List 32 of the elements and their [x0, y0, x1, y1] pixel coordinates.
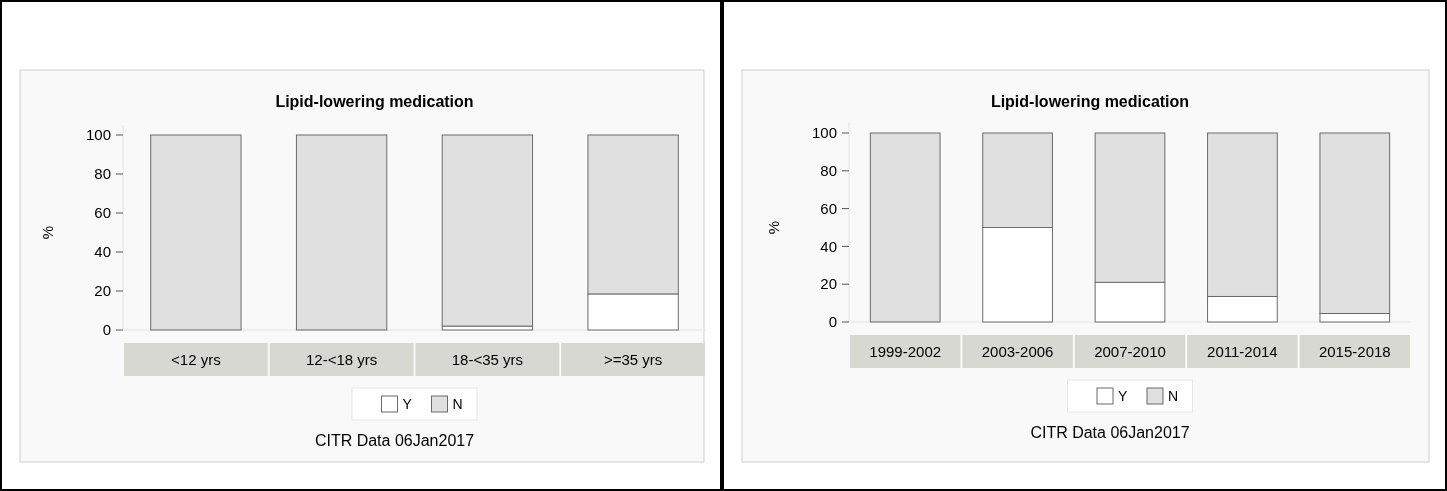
y-axis-title: %: [39, 225, 56, 240]
y-tick-label: 60: [94, 204, 111, 222]
x-tick-label: 2003-2006: [981, 342, 1054, 360]
y-tick-label: 80: [820, 162, 837, 180]
chart-title: Lipid-lowering medication: [990, 93, 1190, 110]
y-tick-label: 40: [94, 243, 111, 261]
y-tick-label: 100: [85, 126, 111, 144]
x-tick-label: 2011-2014: [1207, 342, 1278, 360]
text: CITR Data 06Jan2017: [1030, 424, 1190, 441]
legend-label: N: [1168, 387, 1179, 404]
y-tick-label: 100: [811, 124, 837, 142]
x-tick-label: <12 yrs: [171, 350, 221, 368]
bar: [441, 134, 534, 327]
legend-label: N: [452, 395, 463, 412]
chart-title: Lipid-lowering medication: [275, 93, 474, 110]
y-tick-label: 40: [820, 237, 837, 255]
y-axis-title: %: [765, 220, 782, 235]
legend-label: Y: [402, 395, 413, 412]
legend-label: Y: [1118, 387, 1128, 404]
y-tick-label: 80: [94, 165, 111, 183]
x-tick-label: 1999-2002: [869, 342, 942, 360]
x-tick-label: 12-<18 yrs: [305, 350, 378, 368]
x-tick-label: >=35 yrs: [603, 350, 663, 368]
x-tick-label: 2007-2010: [1094, 342, 1166, 360]
y-tick-label: 20: [820, 275, 837, 293]
y-tick-label: 20: [94, 282, 111, 300]
text: CITR Data 06Jan2017: [314, 432, 475, 449]
y-tick-label: 60: [820, 199, 837, 217]
x-tick-label: 18-<35 yrs: [451, 350, 524, 368]
y-tick-label: 0: [828, 313, 837, 331]
x-tick-label: 2015-2018: [1318, 342, 1391, 360]
y-tick-label: 0: [102, 321, 111, 339]
